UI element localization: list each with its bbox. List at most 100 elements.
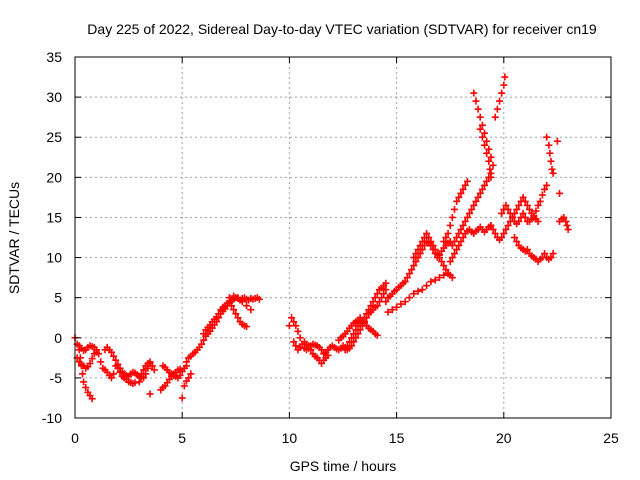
data-point bbox=[498, 209, 506, 217]
data-point bbox=[487, 153, 495, 161]
data-point bbox=[110, 370, 118, 378]
data-point bbox=[481, 141, 489, 149]
data-point bbox=[150, 366, 158, 374]
data-point bbox=[365, 306, 373, 314]
data-point bbox=[506, 209, 514, 217]
data-point bbox=[112, 356, 120, 364]
data-point bbox=[88, 355, 96, 363]
data-point bbox=[487, 221, 495, 229]
data-point bbox=[521, 213, 529, 221]
data-point bbox=[442, 266, 450, 274]
data-point bbox=[360, 314, 368, 322]
data-point bbox=[463, 177, 471, 185]
data-point bbox=[79, 370, 87, 378]
data-point bbox=[502, 225, 510, 233]
data-point bbox=[508, 213, 516, 221]
data-point bbox=[498, 89, 506, 97]
data-point bbox=[373, 331, 381, 339]
data-point bbox=[487, 173, 495, 181]
data-point bbox=[228, 302, 236, 310]
data-point bbox=[485, 157, 493, 165]
data-point bbox=[290, 338, 298, 346]
data-point bbox=[453, 234, 461, 241]
data-point bbox=[373, 302, 381, 310]
data-point bbox=[375, 298, 383, 306]
data-point bbox=[453, 197, 461, 205]
data-point bbox=[519, 193, 527, 201]
x-axis-label: GPS time / hours bbox=[290, 458, 397, 474]
data-point bbox=[526, 205, 534, 213]
data-point bbox=[97, 358, 105, 366]
data-point bbox=[285, 322, 293, 330]
data-point bbox=[136, 374, 144, 382]
x-tick-label: 20 bbox=[496, 430, 512, 446]
data-point bbox=[350, 330, 358, 338]
data-point bbox=[405, 294, 413, 302]
data-point bbox=[358, 318, 366, 326]
data-point bbox=[423, 282, 431, 290]
data-point bbox=[410, 290, 418, 298]
data-point bbox=[504, 205, 512, 213]
data-point bbox=[440, 238, 448, 246]
data-point bbox=[345, 338, 353, 346]
data-point bbox=[425, 234, 433, 241]
data-point bbox=[388, 306, 396, 314]
data-point bbox=[534, 201, 542, 209]
data-point bbox=[373, 290, 381, 298]
data-point bbox=[547, 254, 555, 262]
data-point bbox=[523, 201, 531, 209]
data-point bbox=[461, 217, 469, 225]
data-point bbox=[180, 382, 188, 390]
data-point bbox=[521, 197, 529, 205]
data-point bbox=[92, 348, 100, 356]
data-point bbox=[363, 310, 371, 318]
data-point bbox=[401, 278, 409, 286]
data-point bbox=[243, 323, 251, 331]
data-point bbox=[318, 346, 326, 354]
data-point bbox=[135, 378, 143, 386]
data-point bbox=[182, 358, 190, 366]
y-tick-label: 10 bbox=[46, 250, 62, 266]
data-point bbox=[453, 246, 461, 254]
data-point bbox=[536, 197, 544, 205]
x-tick-label: 25 bbox=[603, 430, 619, 446]
data-point bbox=[493, 105, 501, 113]
data-point bbox=[448, 242, 456, 250]
data-point bbox=[461, 181, 469, 189]
data-point bbox=[146, 358, 154, 366]
data-point bbox=[465, 209, 473, 217]
data-point bbox=[553, 137, 561, 145]
data-point bbox=[292, 322, 300, 330]
x-tick-label: 15 bbox=[389, 430, 405, 446]
data-point bbox=[88, 395, 96, 403]
data-point bbox=[502, 201, 510, 209]
data-point bbox=[455, 242, 463, 250]
data-point bbox=[352, 326, 360, 334]
data-point bbox=[435, 274, 443, 282]
data-point bbox=[563, 221, 571, 229]
data-point bbox=[378, 294, 386, 302]
data-point bbox=[440, 262, 448, 270]
data-point bbox=[200, 330, 208, 338]
data-point bbox=[549, 250, 557, 258]
data-point bbox=[418, 238, 426, 246]
data-points bbox=[71, 73, 572, 403]
data-point bbox=[541, 250, 549, 258]
data-point bbox=[296, 334, 304, 342]
y-tick-label: -5 bbox=[50, 370, 63, 386]
data-point bbox=[137, 370, 145, 378]
data-point bbox=[341, 346, 349, 354]
data-point bbox=[515, 201, 523, 209]
data-point bbox=[440, 271, 448, 279]
data-point bbox=[564, 225, 572, 233]
data-point bbox=[543, 181, 551, 189]
data-point bbox=[371, 294, 379, 302]
data-point bbox=[468, 205, 476, 213]
data-point bbox=[348, 334, 356, 342]
data-point bbox=[446, 221, 454, 229]
data-point bbox=[534, 217, 542, 225]
data-point bbox=[474, 193, 482, 201]
data-point bbox=[515, 217, 523, 225]
